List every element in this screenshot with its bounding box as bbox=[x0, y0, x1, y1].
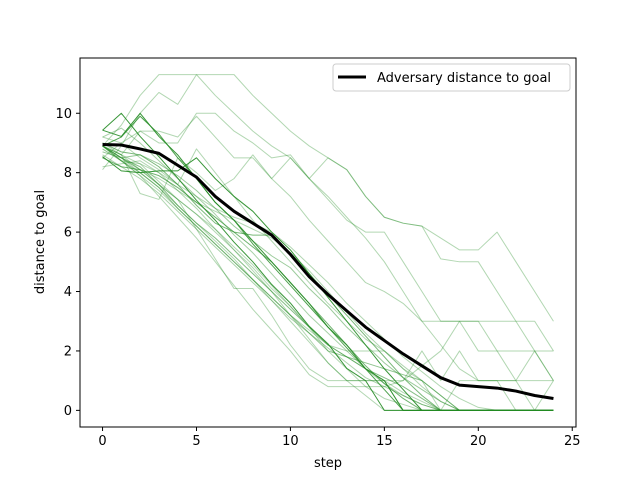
trajectory-line-7 bbox=[102, 148, 554, 411]
trajectory-line-23 bbox=[102, 145, 554, 411]
trajectory-line-9 bbox=[102, 127, 554, 411]
legend-box bbox=[332, 63, 571, 92]
trajectory-line-17 bbox=[102, 145, 554, 411]
x-tick-label: 5 bbox=[192, 434, 200, 449]
mean-distance-line bbox=[102, 142, 554, 400]
x-tick-label: 25 bbox=[564, 434, 581, 449]
trajectory-line-15 bbox=[102, 142, 554, 382]
trajectory-line-10 bbox=[102, 154, 554, 411]
trajectory-line-8 bbox=[102, 151, 554, 411]
y-tick-label: 10 bbox=[55, 107, 72, 122]
x-tick-label: 20 bbox=[470, 434, 487, 449]
x-axis-ticks: 0 5 10 15 20 25 bbox=[98, 427, 581, 449]
y-tick-label: 6 bbox=[64, 226, 72, 241]
x-tick-label: 15 bbox=[376, 434, 393, 449]
mean-line-group bbox=[102, 142, 554, 400]
trajectory-line-20 bbox=[102, 160, 554, 411]
legend-label-mean: Adversary distance to goal bbox=[377, 71, 551, 86]
y-tick-label: 2 bbox=[64, 344, 72, 359]
trajectory-line-14 bbox=[102, 115, 554, 381]
axes-frame bbox=[79, 57, 577, 428]
trajectory-line-21 bbox=[102, 136, 554, 411]
x-tick-label: 0 bbox=[98, 434, 106, 449]
y-tick-label: 4 bbox=[64, 285, 72, 300]
trajectory-line-16 bbox=[102, 145, 554, 411]
trajectory-line-25 bbox=[102, 145, 554, 411]
x-axis-label: step bbox=[314, 456, 342, 471]
trajectory-line-13 bbox=[102, 112, 554, 352]
x-tick-label: 10 bbox=[282, 434, 299, 449]
y-axis-ticks: 0 2 4 6 8 10 bbox=[55, 107, 80, 419]
y-axis-label: distance to goal bbox=[33, 190, 48, 294]
trajectory-line-12 bbox=[102, 74, 554, 352]
plot-area bbox=[102, 74, 554, 411]
trajectory-lines bbox=[102, 74, 554, 411]
trajectory-line-24 bbox=[102, 145, 554, 411]
y-tick-label: 0 bbox=[64, 404, 72, 419]
trajectory-line-11 bbox=[102, 74, 554, 322]
trajectory-line-19 bbox=[102, 145, 554, 411]
trajectory-line-18 bbox=[102, 145, 554, 388]
y-tick-label: 8 bbox=[64, 166, 72, 181]
trajectory-line-22 bbox=[102, 145, 554, 411]
legend: Adversary distance to goal bbox=[332, 63, 571, 92]
